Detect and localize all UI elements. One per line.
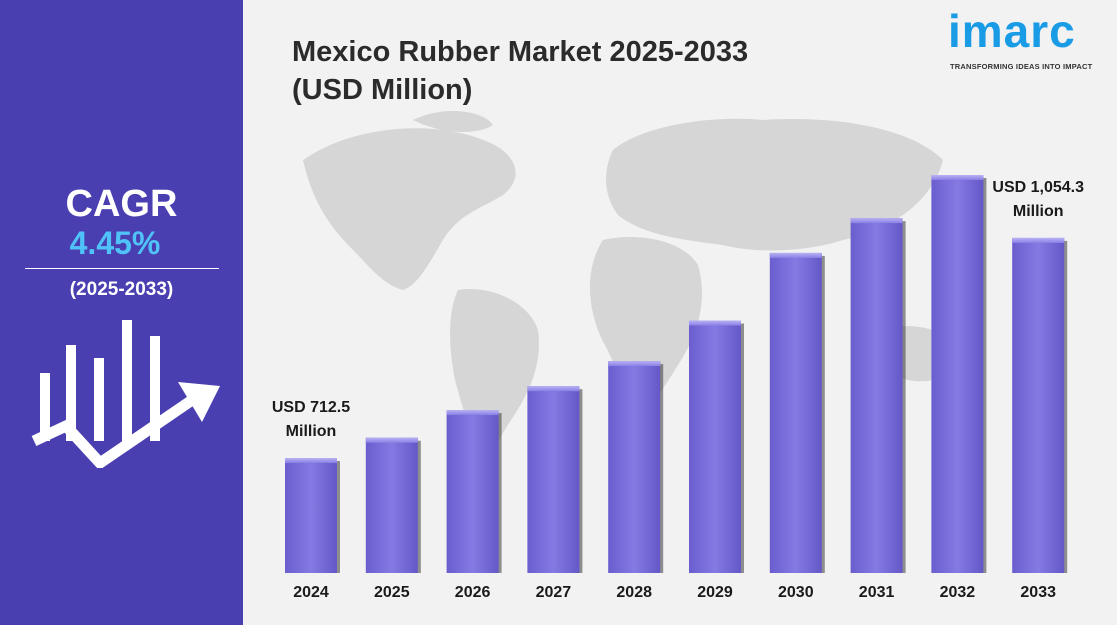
bar-2030 [769, 252, 825, 573]
divider [25, 268, 219, 269]
title-line-1: Mexico Rubber Market 2025-2033 [292, 36, 749, 68]
cagr-value: 4.45% [69, 225, 161, 261]
cagr-period: (2025-2033) [69, 279, 174, 300]
data-label-2024: USD 712.5 Million [272, 399, 350, 440]
x-tick-label: 2024 [293, 584, 329, 601]
bar-2024 [285, 458, 340, 573]
bar-2026 [446, 410, 502, 573]
bar-2025 [365, 437, 421, 573]
bar-2028 [608, 361, 664, 573]
bar-2033 [1012, 237, 1068, 574]
x-tick-label: 2029 [697, 584, 733, 601]
bar-2032 [931, 175, 987, 573]
page-title: Mexico Rubber Market 2025-2033 (USD Mill… [292, 33, 748, 109]
x-tick-label: 2028 [616, 584, 652, 601]
growth-chart-arrow-icon [31, 320, 220, 468]
x-tick-label: 2031 [859, 584, 895, 601]
data-label-2033: USD 1,054.3 Million [992, 179, 1084, 220]
data-label-line: USD 712.5 [272, 399, 350, 416]
sidebar: CAGR 4.45% (2025-2033) [0, 0, 243, 625]
x-tick-label: 2027 [536, 584, 572, 601]
x-tick-label: 2032 [940, 584, 976, 601]
logo-wordmark: imarc [948, 5, 1076, 57]
bar-2027 [527, 386, 583, 573]
logo-tagline: TRANSFORMING IDEAS INTO IMPACT [950, 62, 1093, 71]
data-label-line: Million [286, 423, 337, 440]
bar-2031 [850, 218, 906, 573]
cagr-label: CAGR [65, 183, 178, 225]
bar-2029 [689, 320, 744, 573]
title-line-2: (USD Million) [292, 74, 473, 106]
x-tick-label: 2025 [374, 584, 410, 601]
imarc-logo: imarc TRANSFORMING IDEAS INTO IMPACT [948, 5, 1100, 74]
x-tick-label: 2033 [1020, 584, 1056, 601]
bar-chart: 2024 2025 2026 2027 2028 2029 2030 2031 2032 2033… [272, 175, 1084, 601]
data-label-line: Million [1013, 203, 1064, 220]
data-label-line: USD 1,054.3 [992, 179, 1084, 196]
x-tick-label: 2026 [455, 584, 491, 601]
x-tick-label: 2030 [778, 584, 814, 601]
